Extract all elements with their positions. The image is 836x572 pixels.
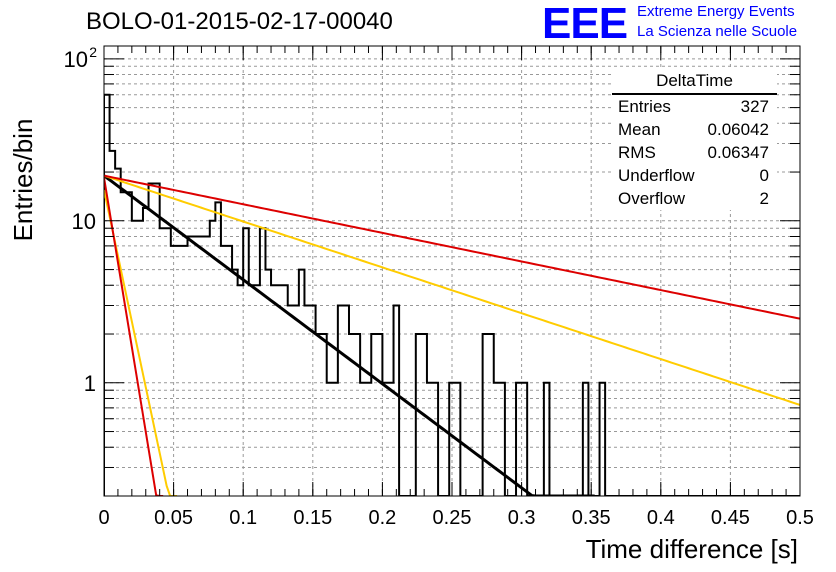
x-tick-labels: 0 0.05 0.1 0.15 0.2 0.25 0.3 0.35 0.4 0.45 0.5 — [98, 507, 813, 529]
stats-label: Entries — [618, 97, 671, 116]
stats-label: Overflow — [618, 189, 686, 208]
x-tick-label: 0.2 — [368, 507, 396, 529]
stats-row-overflow: Overflow 2 — [612, 187, 777, 210]
y-tick-label: 10 — [64, 47, 88, 72]
y-axis-title: Entries/bin — [8, 119, 38, 242]
organization-line-2: La Scienza nelle Scuole — [637, 23, 798, 40]
stats-value: 0.06042 — [707, 120, 769, 139]
stats-value: 0 — [759, 166, 769, 185]
stats-box: DeltaTime Entries 327 Mean 0.06042 RMS 0… — [612, 70, 777, 210]
x-tick-label: 0.5 — [786, 507, 814, 529]
x-tick-label: 0.15 — [293, 507, 332, 529]
stats-value: 327 — [740, 97, 769, 116]
organization-label: Extreme Energy Events La Scienza nelle S… — [637, 2, 797, 42]
stats-value: 0.06347 — [707, 143, 769, 162]
stats-label: Underflow — [618, 166, 695, 185]
y-tick-label: 1 — [84, 371, 96, 396]
fit-line — [104, 177, 164, 496]
x-tick-label: 0.35 — [572, 507, 611, 529]
x-tick-label: 0.4 — [647, 507, 675, 529]
stats-label: Mean — [618, 120, 661, 139]
grid — [104, 46, 800, 496]
fit-line — [104, 174, 800, 406]
x-tick-label: 0.25 — [433, 507, 472, 529]
x-tick-label: 0.45 — [711, 507, 750, 529]
stats-row-entries: Entries 327 — [612, 95, 777, 118]
x-axis-title: Time difference [s] — [586, 534, 798, 564]
stats-label: RMS — [618, 143, 656, 162]
fit-line — [104, 189, 178, 496]
fit-line — [104, 174, 595, 496]
organization-line-1: Extreme Energy Events — [637, 3, 795, 20]
stats-title: DeltaTime — [612, 70, 777, 95]
stats-row-rms: RMS 0.06347 — [612, 141, 777, 164]
y-tick-exponent: 2 — [89, 44, 97, 60]
x-tick-label: 0.3 — [508, 507, 536, 529]
axis-ticks — [103, 46, 801, 497]
fit-line — [104, 174, 800, 320]
fit-lines — [104, 174, 800, 496]
stats-value: 2 — [759, 189, 769, 208]
stats-row-mean: Mean 0.06042 — [612, 118, 777, 141]
y-tick-label: 10 — [72, 209, 96, 234]
x-tick-label: 0 — [98, 507, 109, 529]
x-tick-label: 0.1 — [229, 507, 257, 529]
chart-title: BOLO-01-2015-02-17-00040 — [86, 8, 393, 35]
x-tick-label: 0.05 — [154, 507, 193, 529]
eee-logo: EEE — [542, 0, 628, 48]
stats-row-underflow: Underflow 0 — [612, 164, 777, 187]
